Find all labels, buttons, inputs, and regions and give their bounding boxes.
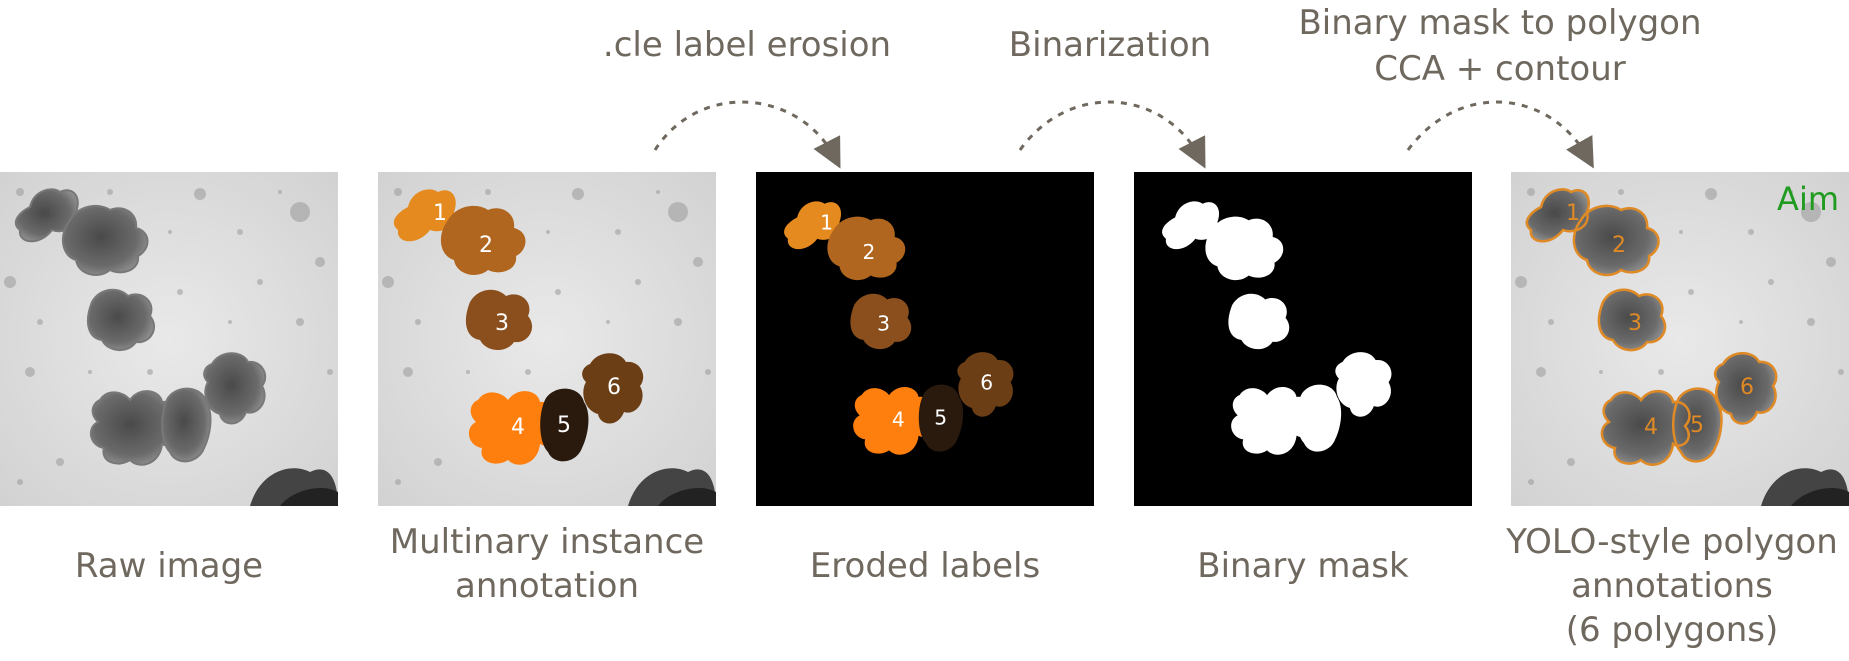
polygon-label-6: 6: [1740, 375, 1754, 400]
eroded-label-6: 6: [980, 371, 993, 395]
panel-binary-mask: [1134, 172, 1472, 506]
eroded-labels-graphic: 1 2 3 4 5 6: [756, 172, 1094, 506]
panel-multinary-annotation: 1 2 3 4 5 6: [378, 172, 716, 506]
aim-label: Aim: [1777, 180, 1839, 218]
step-label-binarization: Binarization: [1008, 25, 1212, 65]
polygon-label-1: 1: [1566, 201, 1580, 226]
binary-mask-graphic: [1134, 172, 1472, 506]
polygon-label-3: 3: [1628, 311, 1642, 336]
label-3: 3: [495, 311, 509, 336]
label-2: 2: [479, 233, 493, 258]
step-label-mask-to-polygon: Binary mask to polygon CCA + contour: [1298, 3, 1702, 89]
polygon-label-5: 5: [1690, 413, 1704, 438]
raw-image-graphic: [0, 172, 338, 506]
step-label-erosion: .cle label erosion: [602, 25, 892, 65]
label-4: 4: [511, 415, 525, 440]
label-1: 1: [433, 201, 447, 226]
eroded-label-4: 4: [892, 407, 905, 431]
polygon-label-2: 2: [1612, 233, 1626, 258]
label-5: 5: [557, 413, 571, 438]
arrow-erosion: [653, 100, 841, 169]
arrow-polygon: [1406, 100, 1594, 169]
eroded-label-5: 5: [934, 406, 947, 430]
caption-eroded-labels: Eroded labels: [809, 546, 1041, 586]
eroded-label-2: 2: [862, 240, 875, 264]
arrow-binarization: [1018, 100, 1206, 169]
caption-multinary-annotation: Multinary instance annotation: [389, 522, 705, 606]
eroded-label-1: 1: [820, 211, 833, 235]
panel-eroded-labels: 1 2 3 4 5 6: [756, 172, 1094, 506]
caption-raw-image: Raw image: [74, 546, 264, 586]
panel-yolo-polygons: 1 2 3 4 5 6 Aim: [1511, 172, 1849, 506]
yolo-polygons-graphic: 1 2 3 4 5 6: [1511, 172, 1849, 506]
caption-yolo-polygons: YOLO-style polygon annotations (6 polygo…: [1506, 522, 1838, 650]
polygon-label-4: 4: [1644, 415, 1658, 440]
multinary-annotation-graphic: 1 2 3 4 5 6: [378, 172, 716, 506]
eroded-label-3: 3: [877, 312, 890, 336]
panel-raw-image: [0, 172, 338, 506]
caption-binary-mask: Binary mask: [1197, 546, 1409, 586]
label-6: 6: [607, 375, 621, 400]
